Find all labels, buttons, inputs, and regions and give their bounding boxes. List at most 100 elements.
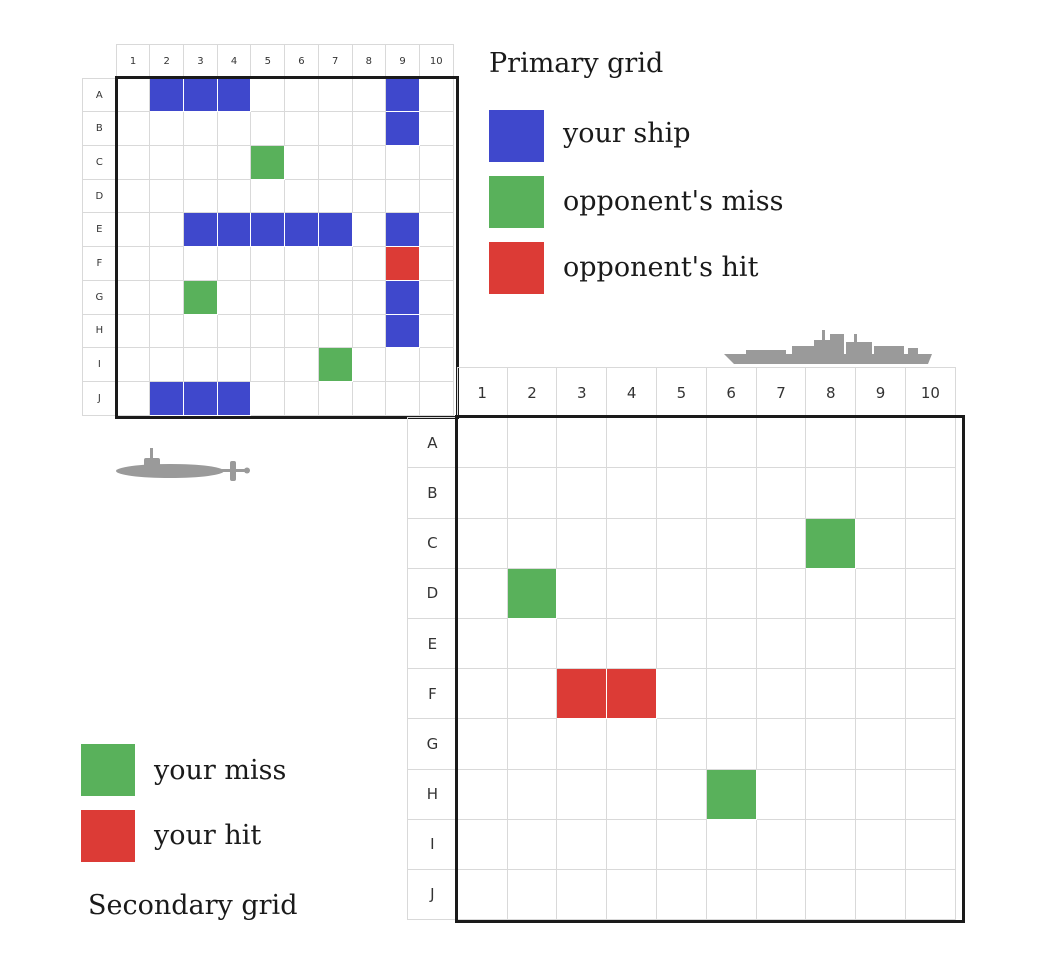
primary-cell[interactable]	[351, 178, 387, 214]
secondary-cell[interactable]	[506, 517, 558, 569]
secondary-cell[interactable]	[705, 668, 757, 720]
primary-cell[interactable]	[115, 380, 151, 416]
primary-cell[interactable]	[149, 347, 185, 382]
primary-cell-ship[interactable]	[317, 212, 353, 248]
primary-cell[interactable]	[351, 313, 387, 349]
primary-cell[interactable]	[216, 178, 252, 214]
primary-cell[interactable]	[317, 313, 353, 349]
secondary-cell[interactable]	[805, 868, 857, 921]
primary-cell[interactable]	[149, 212, 185, 248]
secondary-cell[interactable]	[655, 868, 707, 921]
secondary-cell[interactable]	[755, 768, 807, 820]
primary-cell[interactable]	[317, 246, 353, 281]
secondary-cell[interactable]	[755, 617, 807, 670]
primary-cell[interactable]	[351, 212, 387, 248]
secondary-cell[interactable]	[705, 617, 757, 670]
primary-cell[interactable]	[250, 313, 286, 349]
secondary-cell[interactable]	[855, 718, 906, 770]
primary-cell[interactable]	[250, 347, 286, 382]
primary-cell-ship[interactable]	[183, 380, 218, 416]
secondary-cell[interactable]	[904, 818, 956, 870]
primary-cell[interactable]	[115, 246, 151, 281]
secondary-cell[interactable]	[606, 517, 657, 569]
secondary-cell[interactable]	[855, 567, 906, 619]
secondary-cell[interactable]	[456, 668, 508, 720]
secondary-cell[interactable]	[805, 718, 857, 770]
primary-cell[interactable]	[250, 380, 286, 416]
primary-cell[interactable]	[418, 178, 454, 214]
secondary-cell[interactable]	[456, 517, 508, 569]
primary-cell[interactable]	[183, 246, 218, 281]
primary-cell[interactable]	[149, 145, 185, 180]
secondary-cell[interactable]	[456, 718, 508, 770]
secondary-cell[interactable]	[556, 718, 608, 770]
primary-cell[interactable]	[418, 313, 454, 349]
primary-cell[interactable]	[115, 145, 151, 180]
primary-cell[interactable]	[284, 347, 319, 382]
secondary-cell[interactable]	[606, 768, 657, 820]
primary-cell[interactable]	[351, 246, 387, 281]
secondary-cell-miss[interactable]	[506, 567, 558, 619]
primary-cell[interactable]	[216, 145, 252, 180]
primary-cell[interactable]	[149, 111, 185, 147]
secondary-cell[interactable]	[855, 818, 906, 870]
secondary-cell[interactable]	[456, 617, 508, 670]
secondary-cell[interactable]	[655, 567, 707, 619]
primary-cell[interactable]	[351, 380, 387, 416]
secondary-cell[interactable]	[456, 467, 508, 519]
secondary-cell[interactable]	[456, 868, 508, 921]
primary-cell[interactable]	[115, 313, 151, 349]
primary-cell[interactable]	[351, 77, 387, 113]
secondary-cell[interactable]	[805, 567, 857, 619]
primary-cell-ship[interactable]	[216, 212, 252, 248]
secondary-cell[interactable]	[506, 718, 558, 770]
secondary-cell[interactable]	[904, 567, 956, 619]
secondary-cell[interactable]	[655, 768, 707, 820]
secondary-cell[interactable]	[506, 768, 558, 820]
secondary-cell[interactable]	[606, 467, 657, 519]
secondary-cell[interactable]	[456, 818, 508, 870]
primary-cell[interactable]	[149, 313, 185, 349]
primary-cell-ship[interactable]	[284, 212, 319, 248]
primary-cell[interactable]	[418, 212, 454, 248]
secondary-cell[interactable]	[705, 718, 757, 770]
secondary-cell[interactable]	[855, 768, 906, 820]
primary-cell[interactable]	[115, 111, 151, 147]
secondary-cell[interactable]	[705, 517, 757, 569]
primary-cell-miss[interactable]	[317, 347, 353, 382]
secondary-cell[interactable]	[606, 868, 657, 921]
secondary-cell[interactable]	[855, 417, 906, 469]
primary-cell[interactable]	[351, 347, 387, 382]
secondary-cell[interactable]	[705, 868, 757, 921]
secondary-cell-miss[interactable]	[805, 517, 857, 569]
secondary-cell[interactable]	[904, 668, 956, 720]
primary-cell-ship[interactable]	[385, 111, 420, 147]
primary-cell[interactable]	[418, 279, 454, 315]
secondary-cell[interactable]	[904, 718, 956, 770]
primary-cell[interactable]	[284, 380, 319, 416]
primary-cell[interactable]	[115, 279, 151, 315]
primary-cell[interactable]	[284, 279, 319, 315]
primary-cell[interactable]	[351, 279, 387, 315]
primary-cell-ship[interactable]	[250, 212, 286, 248]
primary-cell[interactable]	[418, 246, 454, 281]
secondary-cell[interactable]	[606, 617, 657, 670]
secondary-cell[interactable]	[855, 668, 906, 720]
primary-cell-ship[interactable]	[149, 380, 185, 416]
primary-cell-ship[interactable]	[183, 212, 218, 248]
primary-cell-ship[interactable]	[385, 77, 420, 113]
secondary-cell[interactable]	[755, 567, 807, 619]
primary-cell[interactable]	[115, 212, 151, 248]
secondary-cell[interactable]	[556, 467, 608, 519]
secondary-cell[interactable]	[755, 517, 807, 569]
primary-cell[interactable]	[317, 380, 353, 416]
primary-cell[interactable]	[284, 145, 319, 180]
primary-cell-ship[interactable]	[149, 77, 185, 113]
primary-cell-ship[interactable]	[216, 380, 252, 416]
primary-cell[interactable]	[317, 111, 353, 147]
primary-cell[interactable]	[250, 178, 286, 214]
primary-cell[interactable]	[317, 279, 353, 315]
primary-cell[interactable]	[351, 111, 387, 147]
secondary-cell[interactable]	[705, 567, 757, 619]
secondary-cell[interactable]	[655, 417, 707, 469]
